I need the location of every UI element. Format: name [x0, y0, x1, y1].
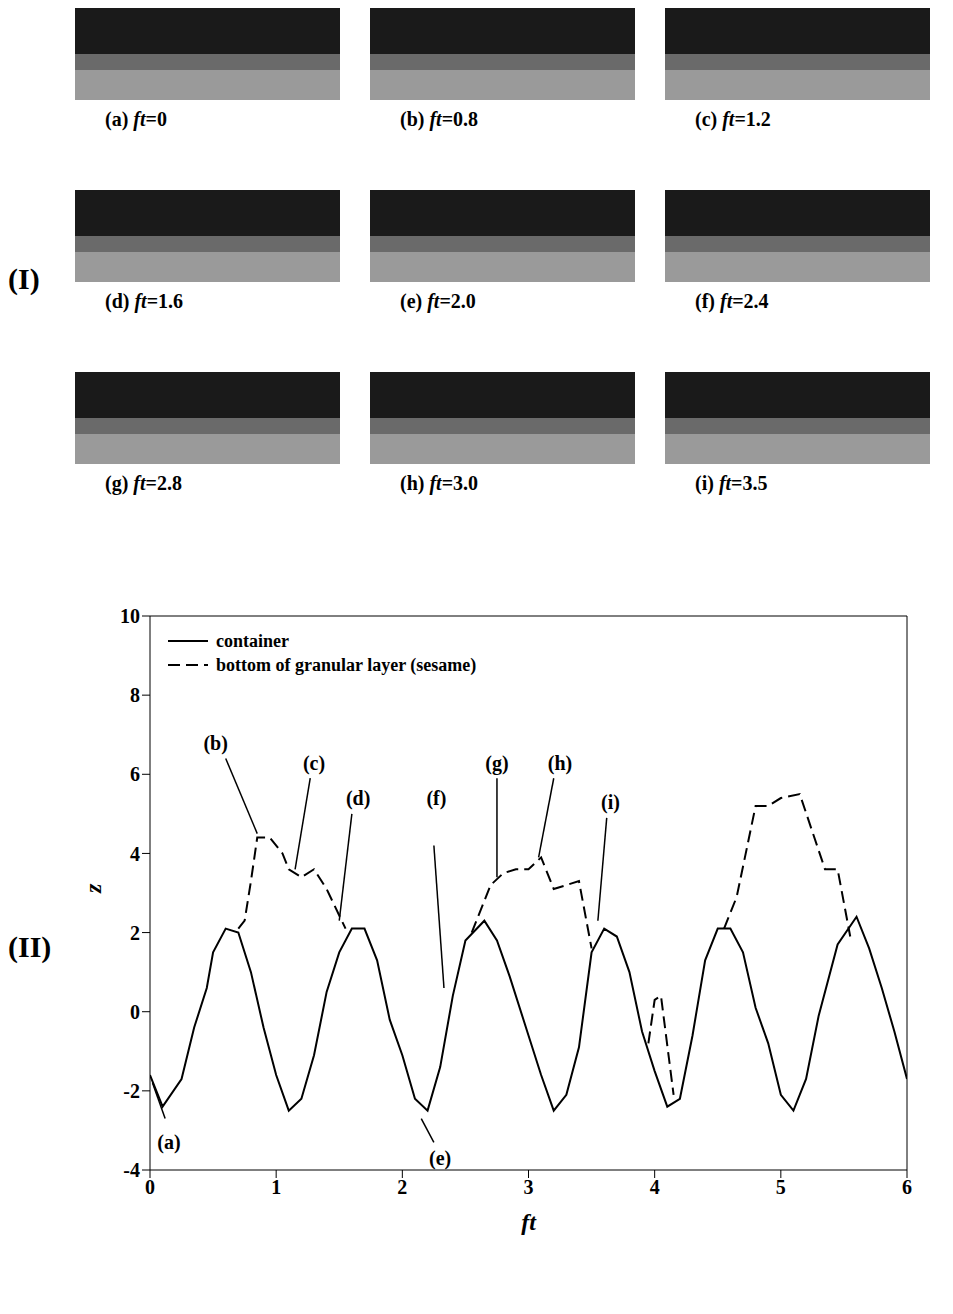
svg-text:(f): (f): [426, 787, 446, 810]
svg-text:(e): (e): [429, 1147, 451, 1170]
svg-text:10: 10: [120, 605, 140, 627]
svg-text:2: 2: [130, 922, 140, 944]
html-text:(h) ft =3.0: (h) ft =3.0: [400, 472, 479, 494]
html-text:(i) ft =3.5: (i) ft =3.5: [695, 472, 768, 494]
svg-text:ft: ft: [521, 1209, 537, 1235]
svg-text:(g): (g): [485, 752, 508, 775]
html-text:(e) ft =2.0: (e) ft =2.0: [400, 290, 476, 312]
svg-text:0: 0: [130, 1001, 140, 1023]
svg-text:6: 6: [902, 1176, 912, 1198]
svg-text:(d): (d): [346, 787, 370, 810]
html-text:(f) ft =2.4: (f) ft =2.4: [695, 290, 769, 312]
svg-text:(c): (c): [303, 752, 325, 775]
svg-text:(b): (b): [203, 732, 227, 755]
svg-text:(h): (h): [548, 752, 572, 775]
svg-text:(a): (a): [157, 1131, 180, 1154]
svg-text:-4: -4: [123, 1159, 140, 1181]
html-text:(II): (II): [8, 930, 52, 963]
svg-text:(i): (i): [601, 791, 620, 814]
svg-text:8: 8: [130, 684, 140, 706]
html-text:(b) ft =0.8: (b) ft =0.8: [400, 108, 479, 130]
svg-text:z: z: [80, 883, 106, 894]
html-text:(g) ft =2.8: (g) ft =2.8: [105, 472, 182, 494]
svg-text:2: 2: [397, 1176, 407, 1198]
html-text:(a) ft =0: (a) ft =0: [105, 108, 167, 130]
svg-text:3: 3: [524, 1176, 534, 1198]
html-text:bottom of granular layer (sesa: bottom of granular layer (sesame): [216, 655, 477, 675]
html-text:container: container: [216, 631, 289, 651]
svg-text:4: 4: [130, 843, 140, 865]
svg-text:0: 0: [145, 1176, 155, 1198]
svg-text:6: 6: [130, 763, 140, 785]
html-text:(c) ft =1.2: (c) ft =1.2: [695, 108, 771, 130]
svg-text:-2: -2: [123, 1080, 140, 1102]
svg-text:5: 5: [776, 1176, 786, 1198]
html-text:(d) ft =1.6: (d) ft =1.6: [105, 290, 184, 312]
html-text:(I): (I): [8, 262, 40, 295]
svg-text:4: 4: [650, 1176, 660, 1198]
svg-text:1: 1: [271, 1176, 281, 1198]
